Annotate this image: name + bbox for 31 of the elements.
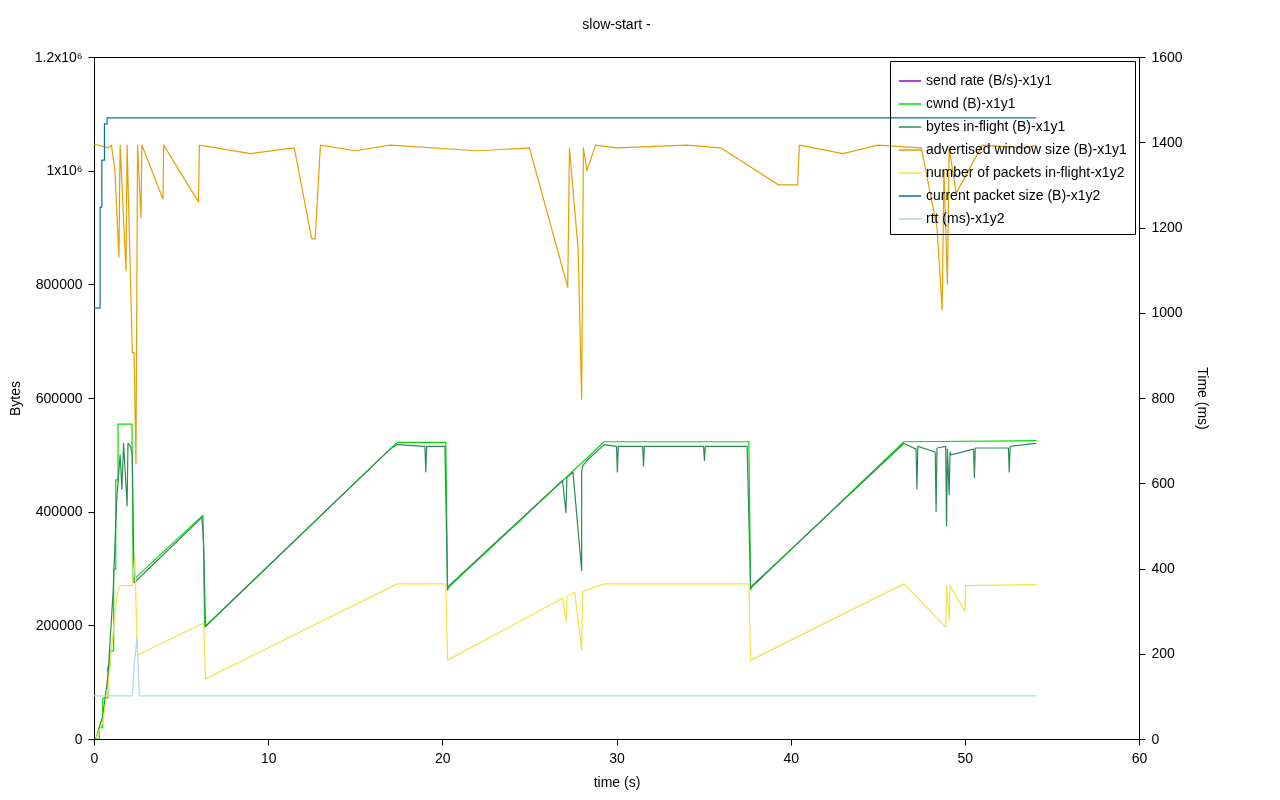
legend-label: bytes in-flight (B)-x1y1 [926, 118, 1066, 134]
y-tick-label: 600000 [35, 389, 83, 406]
y2-tick-label: 1000 [1151, 304, 1183, 321]
y2-tick-label: 200 [1151, 645, 1176, 662]
y2-tick-label: 1400 [1151, 133, 1183, 150]
y-axis-title: Bytes [6, 380, 23, 417]
y2-axis-title: Time (ms) [1194, 367, 1211, 430]
y-tick-label: 1.2x10⁶ [34, 48, 83, 65]
x-tick-label: 30 [609, 749, 625, 766]
chart-title: slow-start - [582, 16, 652, 32]
y2-tick-label: 1600 [1151, 48, 1183, 65]
y-tick-label: 0 [74, 730, 83, 747]
y2-tick-label: 1200 [1151, 219, 1183, 235]
legend-label: cwnd (B)-x1y1 [926, 95, 1016, 111]
x-axis-title: time (s) [593, 773, 641, 790]
y2-tick-label: 600 [1151, 474, 1176, 491]
x-tick-label: 40 [783, 749, 800, 766]
y-tick-label: 1x10⁶ [46, 162, 83, 179]
x-tick-label: 60 [1131, 749, 1148, 766]
x-tick-label: 20 [435, 749, 451, 766]
x-tick-label: 50 [957, 749, 974, 766]
legend-label: send rate (B/s)-x1y1 [926, 72, 1053, 88]
y2-tick-label: 400 [1151, 560, 1176, 576]
y-tick-label: 200000 [35, 616, 83, 633]
y-tick-label: 400000 [35, 503, 83, 520]
y-tick-label: 800000 [35, 275, 83, 292]
y2-tick-label: 0 [1151, 730, 1160, 747]
x-tick-label: 0 [90, 749, 99, 766]
y2-tick-label: 800 [1151, 389, 1176, 406]
line-series [95, 555, 1037, 739]
x-tick-label: 10 [260, 749, 277, 766]
